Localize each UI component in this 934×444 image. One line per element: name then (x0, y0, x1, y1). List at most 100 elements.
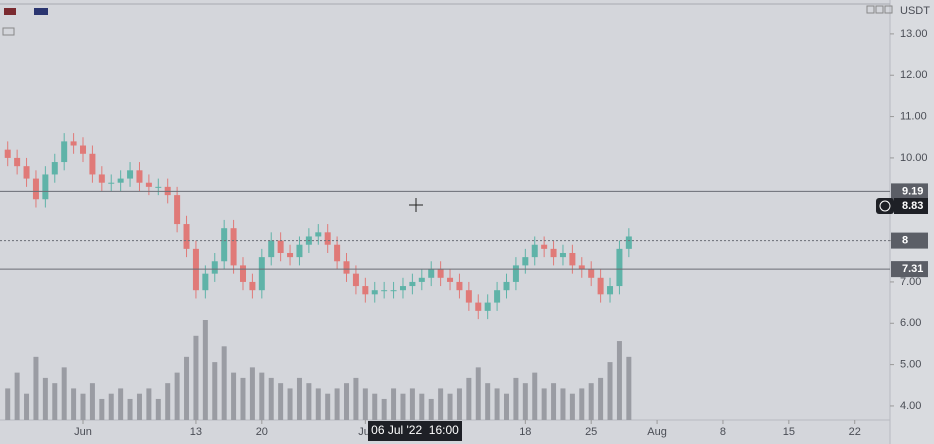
volume-bar (231, 372, 237, 420)
candle-body (456, 281, 463, 291)
volume-bar (165, 383, 171, 420)
window-button[interactable] (884, 5, 893, 14)
window-button[interactable] (866, 5, 875, 14)
volume-bar (532, 372, 538, 420)
volume-bar (212, 362, 218, 420)
candle-body (136, 170, 143, 183)
window-button[interactable] (875, 5, 884, 14)
volume-bar (89, 383, 95, 420)
volume-bar (325, 393, 331, 420)
candle-body (70, 141, 77, 146)
volume-bar (522, 383, 528, 420)
candle-body (616, 248, 623, 287)
volume-bar (409, 388, 415, 420)
volume-bar (560, 388, 566, 420)
volume-bar (24, 393, 30, 420)
volume-bar (447, 393, 453, 420)
volume-bar (127, 398, 133, 420)
volume-bar (5, 388, 11, 420)
price-level-box (891, 261, 928, 278)
volume-bar (334, 388, 340, 420)
candle-body (409, 281, 416, 287)
volume-bar (551, 383, 557, 420)
volume-bar (475, 367, 481, 420)
candle-body (381, 290, 388, 292)
candle-body (541, 244, 548, 249)
volume-bar (174, 372, 180, 420)
candle-body (588, 269, 595, 278)
candle-body (249, 281, 256, 291)
volume-bar (616, 341, 622, 420)
volume-bar (569, 393, 575, 420)
x-tick-label: Jun (74, 426, 92, 438)
candle-body (108, 182, 115, 184)
y-tick-label: 10.00 (900, 152, 928, 164)
candle-body (475, 302, 482, 311)
candle-body (89, 153, 96, 175)
volume-bar (504, 393, 510, 420)
candle-body (352, 273, 359, 287)
candle-body (559, 252, 566, 258)
volume-bar (99, 398, 105, 420)
volume-bar (80, 393, 86, 420)
candle-body (61, 141, 68, 163)
candle-body (98, 174, 105, 183)
candle-body (221, 228, 228, 262)
candle-body (362, 286, 369, 295)
volume-bar (626, 356, 632, 420)
candle-body (418, 277, 425, 282)
candle-body (465, 290, 472, 303)
crosshair-time-box (368, 421, 462, 441)
candle-body (437, 269, 444, 278)
price-axis (890, 0, 934, 444)
volume-bar (184, 356, 190, 420)
volume-bar (494, 388, 500, 420)
add-button[interactable] (876, 198, 894, 214)
x-tick-label: 15 (783, 426, 795, 438)
volume-bar (61, 367, 67, 420)
crosshair-price-box (894, 198, 928, 214)
crosshair-price: 8.83 (902, 200, 923, 212)
volume-bar (221, 346, 227, 420)
volume-bar (240, 377, 246, 420)
volume-bar (428, 398, 434, 420)
candle-body (145, 182, 152, 187)
candle-body (183, 224, 190, 249)
candle-body (494, 290, 501, 303)
candle-body (399, 286, 406, 291)
volume-bar (146, 388, 152, 420)
volume-bar (136, 393, 142, 420)
volume-bar (268, 377, 274, 420)
volume-bar (485, 383, 491, 420)
y-tick-label: 11.00 (900, 110, 927, 122)
volume-bar (438, 388, 444, 420)
candle-body (390, 290, 397, 292)
volume-bar (466, 377, 472, 420)
candle-body (550, 248, 557, 258)
x-tick-label: 20 (256, 426, 268, 438)
candle-body (512, 265, 519, 282)
candle-body (51, 162, 58, 175)
candle-body (155, 186, 162, 188)
volume-bar (381, 398, 387, 420)
volume-bar (315, 388, 321, 420)
add-icon[interactable] (879, 200, 891, 212)
volume-bar (52, 383, 58, 420)
candle-body (14, 157, 21, 167)
candle-body (578, 265, 585, 270)
x-tick-label: 8 (720, 426, 726, 438)
price-level-box (891, 183, 928, 200)
candle-body (239, 265, 246, 282)
candle-body (324, 232, 331, 245)
candle-body (531, 244, 538, 258)
volume-bar (353, 377, 359, 420)
candle-body (174, 195, 181, 225)
volume-bar (118, 388, 124, 420)
volume-bar (193, 335, 199, 420)
y-tick-label: 6.00 (900, 317, 921, 329)
candle-body (277, 240, 284, 253)
candle-body (127, 170, 134, 179)
